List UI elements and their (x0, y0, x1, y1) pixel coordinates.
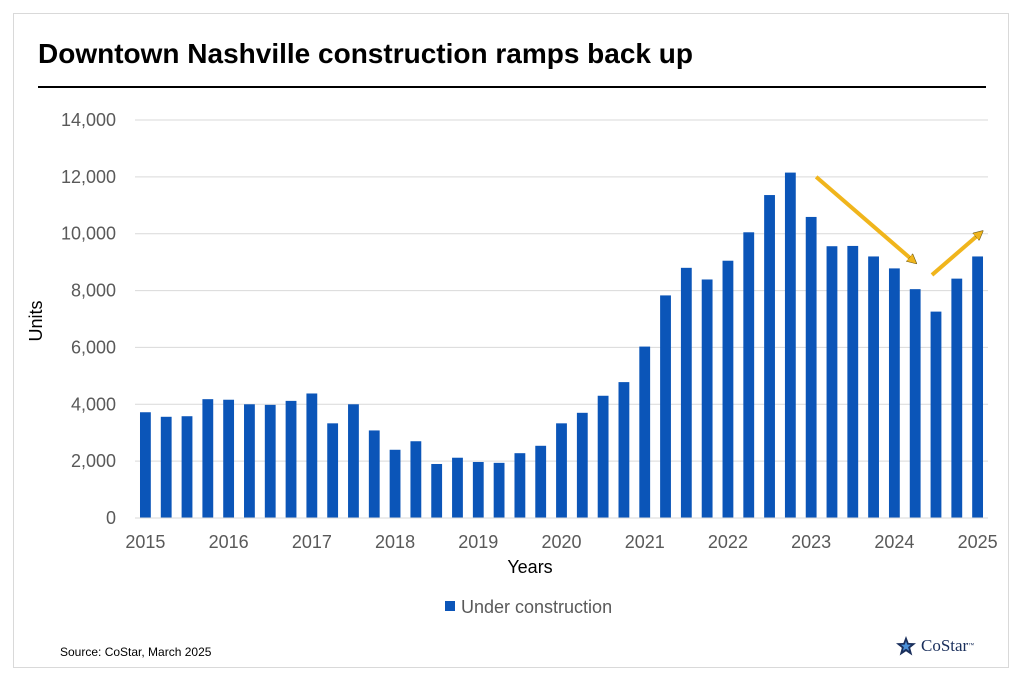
bar (514, 453, 526, 518)
bar (327, 423, 339, 518)
source-note: Source: CoStar, March 2025 (60, 645, 212, 659)
bar (847, 245, 859, 518)
logo-trademark: ™ (968, 643, 975, 649)
bar (639, 346, 651, 518)
bar (868, 256, 879, 518)
bar (680, 267, 692, 518)
y-tick-label: 6,000 (71, 337, 116, 357)
x-tick-label: 2018 (375, 532, 415, 552)
bar (826, 246, 838, 519)
bar (743, 232, 755, 519)
costar-logo: CoStar ™ (895, 633, 974, 659)
x-tick-label: 2019 (458, 532, 498, 552)
up-trend-arrow (930, 234, 980, 277)
bar (493, 462, 505, 518)
legend-label: Under construction (461, 597, 612, 617)
bar (722, 260, 734, 518)
bar (285, 400, 297, 518)
bar (618, 382, 630, 518)
bar (264, 404, 276, 518)
bar (784, 172, 796, 519)
bar (202, 399, 214, 518)
x-tick-label: 2020 (541, 532, 581, 552)
x-axis-label: Years (507, 557, 552, 577)
bar (389, 449, 401, 518)
chart-frame (13, 13, 1009, 668)
bars (139, 172, 984, 519)
legend-swatch (445, 601, 455, 611)
x-tick-label: 2025 (958, 532, 998, 552)
y-tick-label: 4,000 (71, 394, 116, 414)
bar (576, 412, 588, 518)
logo-text: CoStar (921, 636, 969, 655)
bar (597, 395, 609, 518)
y-tick-label: 2,000 (71, 451, 116, 471)
bar (410, 441, 422, 518)
bar (160, 416, 172, 518)
x-tick-label: 2017 (292, 532, 332, 552)
y-axis-label: Units (26, 300, 46, 341)
bar (431, 463, 443, 518)
bar (930, 311, 942, 518)
bar (701, 279, 713, 518)
y-tick-label: 12,000 (61, 167, 116, 187)
bar (348, 404, 359, 518)
x-tick-label: 2022 (708, 532, 748, 552)
trend-arrows (814, 175, 980, 277)
y-tick-label: 14,000 (61, 110, 116, 130)
bar (452, 457, 463, 518)
bar (472, 461, 484, 518)
y-tick-label: 10,000 (61, 224, 116, 244)
x-tick-label: 2016 (209, 532, 249, 552)
legend: Under construction (445, 597, 612, 617)
bar (660, 295, 671, 518)
costar-star-icon (896, 636, 916, 656)
down-trend-arrow (814, 175, 913, 261)
bar (556, 423, 567, 518)
bar (888, 268, 900, 518)
bar (535, 445, 547, 518)
bar (139, 412, 151, 518)
title-divider (38, 86, 986, 88)
x-tick-label: 2021 (625, 532, 665, 552)
bar (764, 195, 775, 518)
bar (368, 430, 380, 518)
chart-title: Downtown Nashville construction ramps ba… (38, 38, 693, 69)
bar (181, 416, 193, 518)
bar (972, 256, 984, 518)
bar (909, 289, 921, 518)
bar (223, 399, 235, 518)
x-tick-label: 2024 (874, 532, 914, 552)
x-axis-ticks: 2015 2016 2017 2018 2019 2020 2021 2022 2023 2024… (125, 532, 997, 552)
y-axis-ticks: 0 2,000 4,000 6,000 8,000 10,000 12,000 14,000 (61, 110, 116, 528)
bar (951, 278, 963, 518)
gridlines (135, 119, 988, 462)
x-tick-label: 2023 (791, 532, 831, 552)
bar (805, 216, 817, 519)
bar (306, 393, 318, 518)
y-tick-label: 0 (106, 508, 116, 528)
y-tick-label: 8,000 (71, 281, 116, 301)
bar (244, 404, 255, 518)
x-tick-label: 2015 (125, 532, 165, 552)
